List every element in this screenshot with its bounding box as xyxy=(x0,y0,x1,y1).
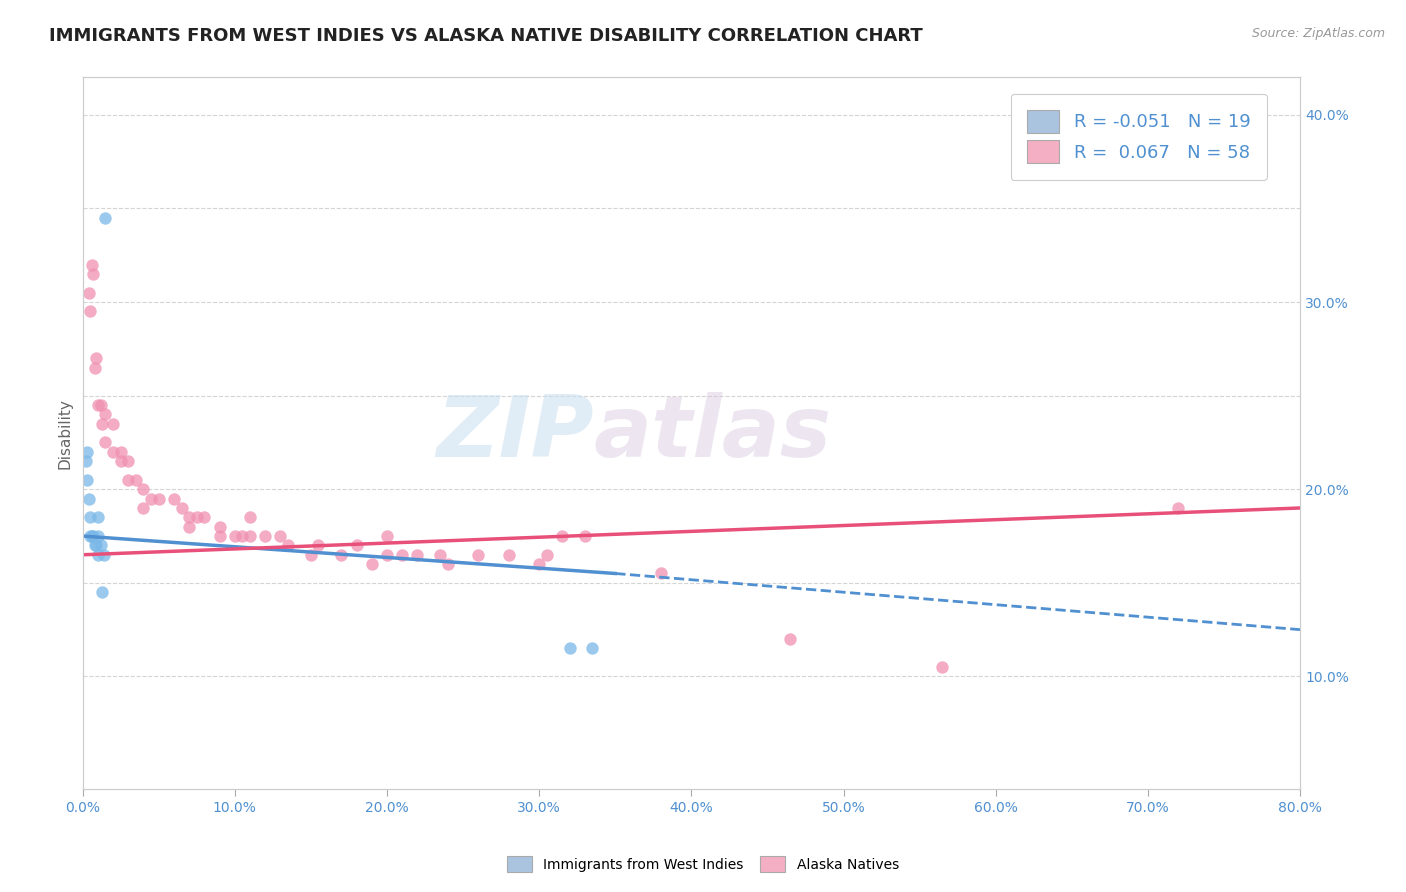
Point xyxy=(75,454,97,468)
Point xyxy=(360,557,382,571)
Point xyxy=(87,398,110,412)
Point xyxy=(391,548,413,562)
Point xyxy=(429,548,451,562)
Point xyxy=(208,529,231,543)
Point xyxy=(125,473,148,487)
Point xyxy=(558,641,581,656)
Point xyxy=(148,491,170,506)
Point xyxy=(77,491,100,506)
Point xyxy=(93,548,115,562)
Point xyxy=(239,529,262,543)
Point xyxy=(83,360,105,375)
Point xyxy=(574,529,596,543)
Point xyxy=(375,548,398,562)
Point xyxy=(330,548,353,562)
Point xyxy=(82,529,104,543)
Point xyxy=(79,510,101,524)
Point xyxy=(94,435,117,450)
Point xyxy=(179,519,201,533)
Point xyxy=(193,510,215,524)
Point xyxy=(91,417,114,431)
Point xyxy=(110,454,132,468)
Point xyxy=(83,538,105,552)
Point xyxy=(110,445,132,459)
Point xyxy=(536,548,558,562)
Point xyxy=(186,510,208,524)
Legend: R = -0.051   N = 19, R =  0.067   N = 58: R = -0.051 N = 19, R = 0.067 N = 58 xyxy=(1011,94,1267,179)
Point xyxy=(467,548,489,562)
Point xyxy=(79,529,101,543)
Point xyxy=(308,538,330,552)
Point xyxy=(84,538,107,552)
Point xyxy=(375,529,398,543)
Point xyxy=(170,500,193,515)
Text: Source: ZipAtlas.com: Source: ZipAtlas.com xyxy=(1251,27,1385,40)
Point xyxy=(163,491,186,506)
Point xyxy=(231,529,253,543)
Point xyxy=(132,500,155,515)
Legend: Immigrants from West Indies, Alaska Natives: Immigrants from West Indies, Alaska Nati… xyxy=(502,851,904,878)
Text: atlas: atlas xyxy=(593,392,832,475)
Point xyxy=(76,473,98,487)
Point xyxy=(94,408,117,422)
Point xyxy=(498,548,520,562)
Point xyxy=(224,529,246,543)
Point xyxy=(82,267,104,281)
Point xyxy=(779,632,801,646)
Point xyxy=(91,585,114,599)
Point xyxy=(132,482,155,496)
Point xyxy=(581,641,603,656)
Text: ZIP: ZIP xyxy=(436,392,593,475)
Point xyxy=(87,510,110,524)
Point xyxy=(101,445,124,459)
Point xyxy=(406,548,429,562)
Point xyxy=(650,566,672,581)
Point xyxy=(139,491,162,506)
Point xyxy=(84,351,107,366)
Point xyxy=(299,548,322,562)
Point xyxy=(87,529,110,543)
Point xyxy=(437,557,460,571)
Point xyxy=(208,519,231,533)
Text: IMMIGRANTS FROM WEST INDIES VS ALASKA NATIVE DISABILITY CORRELATION CHART: IMMIGRANTS FROM WEST INDIES VS ALASKA NA… xyxy=(49,27,922,45)
Point xyxy=(269,529,291,543)
Point xyxy=(80,258,103,272)
Point xyxy=(90,398,112,412)
Point xyxy=(239,510,262,524)
Point xyxy=(77,285,100,300)
Point xyxy=(90,538,112,552)
Point xyxy=(179,510,201,524)
Point xyxy=(79,304,101,318)
Point xyxy=(80,529,103,543)
Point xyxy=(117,454,139,468)
Y-axis label: Disability: Disability xyxy=(58,398,72,468)
Point xyxy=(117,473,139,487)
Point xyxy=(346,538,368,552)
Point xyxy=(87,548,110,562)
Point xyxy=(277,538,299,552)
Point xyxy=(527,557,550,571)
Point xyxy=(551,529,574,543)
Point xyxy=(931,660,953,674)
Point xyxy=(101,417,124,431)
Point xyxy=(254,529,277,543)
Point xyxy=(76,445,98,459)
Point xyxy=(94,211,117,225)
Point xyxy=(1167,500,1189,515)
